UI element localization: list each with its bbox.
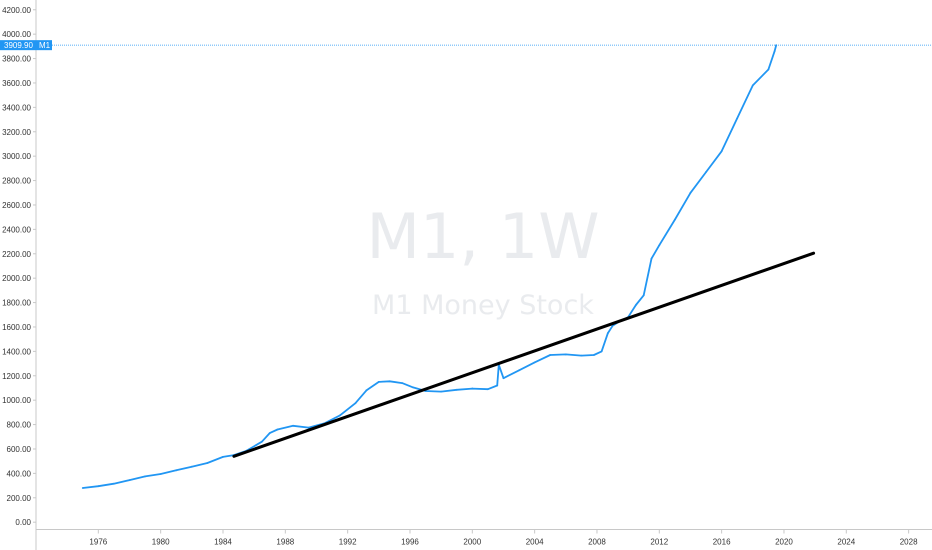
series-point-m1: [222, 456, 224, 458]
series-point-m1: [175, 469, 178, 472]
y-tick-label: 1400.00: [2, 347, 31, 356]
watermark-description: M1 Money Stock: [372, 290, 594, 321]
series-point-m1: [97, 485, 100, 488]
x-tick-label: 1996: [401, 538, 419, 547]
series-point-m1: [261, 440, 263, 443]
series-point-m1: [377, 380, 380, 383]
y-tick-label: 200.00: [7, 494, 32, 503]
y-tick-label: 600.00: [7, 445, 32, 454]
series-point-m1: [580, 354, 583, 357]
series-point-m1: [650, 257, 653, 260]
x-tick-label: 1992: [339, 538, 357, 547]
series-point-m1: [689, 191, 692, 194]
series-point-m1: [606, 332, 609, 334]
series-point-m1: [338, 414, 341, 417]
series-point-m1: [113, 482, 115, 485]
y-tick-label: 3800.00: [2, 55, 31, 64]
series-point-m1: [592, 354, 595, 356]
y-tick-label: 1800.00: [2, 299, 31, 308]
x-tick-label: 2028: [900, 538, 918, 547]
series-point-m1: [159, 473, 162, 475]
series-point-m1: [292, 424, 295, 427]
series-point-m1: [767, 68, 770, 71]
series-point-m1: [502, 377, 505, 380]
price-badge-value: 3909.90: [4, 41, 33, 50]
x-tick-label: 2016: [713, 538, 731, 547]
x-tick-label: 2008: [588, 538, 606, 547]
series-point-m1: [564, 353, 567, 356]
x-tick-label: 2000: [463, 538, 481, 547]
series-point-m1: [307, 426, 310, 429]
series-point-m1: [736, 117, 739, 120]
series-point-m1: [496, 384, 499, 387]
series-point-m1: [401, 382, 404, 384]
x-tick-label: 2004: [526, 538, 544, 547]
watermark: M1, 1W M1 Money Stock: [366, 200, 599, 321]
y-tick-label: 2600.00: [2, 201, 31, 210]
series-point-m1: [773, 50, 776, 53]
y-tick-label: 1000.00: [2, 396, 31, 405]
y-tick-label: 3200.00: [2, 128, 31, 137]
series-point-m1: [190, 465, 193, 468]
x-tick-label: 2024: [837, 538, 855, 547]
x-tick-label: 2020: [775, 538, 793, 547]
y-tick-label: 2400.00: [2, 225, 31, 234]
series-point-m1: [751, 84, 754, 87]
series-point-m1: [549, 354, 552, 356]
y-tick-label: 2000.00: [2, 274, 31, 283]
series-point-m1: [471, 387, 474, 390]
y-axis-ticks: 0.00 200.00 400.00 600.00 800.00 1000.00 1200.…: [2, 6, 36, 527]
series-layer: [81, 44, 816, 489]
series-point-m1: [206, 462, 209, 464]
series-point-m1: [144, 475, 146, 478]
series-point-m1: [705, 171, 707, 173]
y-tick-label: 2200.00: [2, 250, 31, 259]
series-point-m1: [600, 350, 603, 353]
series-point-m1: [354, 402, 357, 405]
y-tick-label: 2800.00: [2, 177, 31, 186]
x-tick-label: 1984: [214, 538, 232, 547]
series-point-m1: [412, 386, 414, 389]
y-tick-label: 1600.00: [2, 323, 31, 332]
series-point-m1: [128, 479, 131, 481]
series-point-m1: [673, 218, 676, 221]
x-tick-label: 1988: [276, 538, 294, 547]
series-point-m1: [276, 428, 279, 431]
price-badge: 3909.90 M1: [0, 40, 52, 51]
x-tick-label: 1980: [152, 538, 170, 547]
x-tick-label: 1976: [89, 538, 107, 547]
series-point-m1: [518, 369, 520, 372]
series-point-m1: [440, 390, 443, 393]
watermark-symbol: M1, 1W: [366, 200, 599, 273]
series-point-m1: [486, 388, 489, 391]
y-tick-label: 3400.00: [2, 103, 31, 112]
y-tick-label: 4200.00: [2, 6, 31, 15]
series-point-m1: [658, 244, 661, 247]
price-badge-label: M1: [39, 41, 51, 50]
y-tick-label: 0.00: [15, 518, 31, 527]
series-point-m1: [455, 388, 458, 391]
x-axis-ticks: 1976 1980 1984 1988 1992 1996 2000 2004 2008 2012…: [89, 529, 918, 547]
series-point-m1: [365, 389, 368, 392]
y-tick-label: 4000.00: [2, 30, 31, 39]
series-point-m1: [642, 294, 645, 297]
y-tick-label: 3000.00: [2, 152, 31, 161]
price-badge-box: [0, 40, 52, 51]
series-point-m1: [533, 361, 536, 364]
series-point-m1: [81, 487, 84, 489]
series-point-m1: [775, 44, 778, 47]
trendline: [232, 251, 816, 458]
series-point-m1: [635, 304, 637, 306]
y-tick-label: 800.00: [7, 421, 32, 430]
y-tick-label: 3600.00: [2, 79, 31, 88]
series-point-m1: [720, 150, 723, 153]
y-tick-label: 1200.00: [2, 372, 31, 381]
y-tick-label: 400.00: [7, 469, 32, 478]
x-tick-label: 2012: [650, 538, 668, 547]
series-point-m1: [268, 432, 271, 435]
series-point-m1: [388, 380, 391, 383]
